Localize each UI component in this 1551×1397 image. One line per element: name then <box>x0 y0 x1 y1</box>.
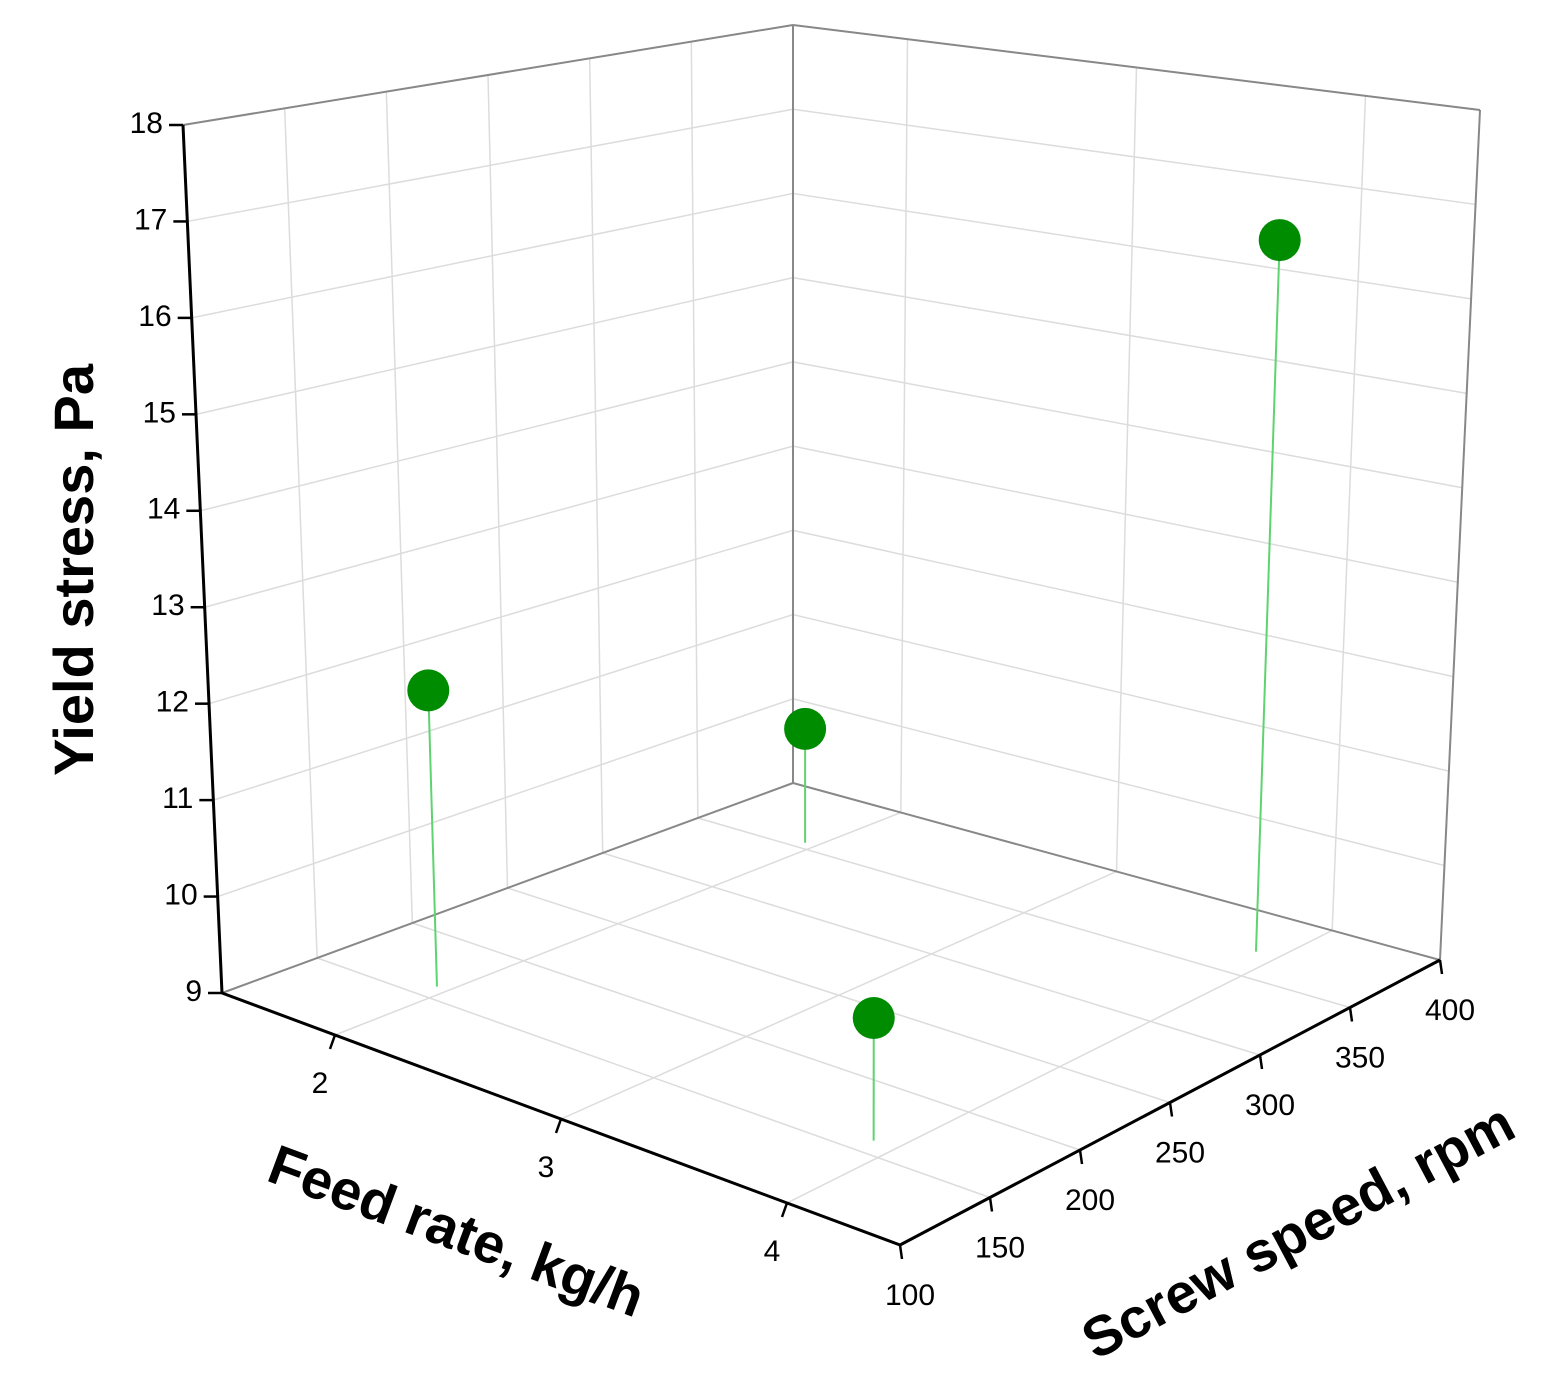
z-tick-label: 11 <box>162 782 193 815</box>
grid-line <box>602 852 1261 1056</box>
y-tick <box>898 1244 904 1260</box>
z-axis-title: Yield stress, Pa <box>42 363 105 776</box>
box-edge <box>792 24 1481 111</box>
grid-line <box>792 698 1445 867</box>
grid-line <box>1331 95 1367 931</box>
point <box>784 707 827 750</box>
z-tick-label: 12 <box>156 686 189 719</box>
grid-line <box>792 192 1472 300</box>
z-tick-label: 10 <box>164 878 197 911</box>
y-tick <box>1348 1007 1354 1022</box>
grid-line <box>792 529 1454 678</box>
x-tick-label: 2 <box>312 1067 329 1100</box>
x-tick <box>328 1034 337 1050</box>
grid-line <box>316 957 991 1199</box>
grid-line <box>283 108 318 959</box>
grid-line <box>217 698 794 898</box>
grid-line <box>792 445 1458 583</box>
y-tick-label: 200 <box>1065 1184 1115 1217</box>
z-tick-label: 9 <box>185 975 202 1008</box>
grid-line <box>900 39 909 813</box>
z-tick-label: 16 <box>138 300 171 333</box>
grid-line <box>200 361 794 512</box>
grid-line <box>208 529 794 705</box>
x-axis-title: Feed rate, kg/h <box>260 1132 652 1329</box>
y-tick <box>988 1197 994 1212</box>
drop-line <box>427 690 438 987</box>
grid-line <box>487 74 509 889</box>
point <box>1258 219 1301 262</box>
grid-line <box>412 922 1081 1151</box>
y-tick-label: 300 <box>1245 1089 1295 1122</box>
grid-line <box>792 276 1467 395</box>
grid-line <box>588 58 604 854</box>
z-tick-label: 13 <box>151 589 184 622</box>
grid-line <box>792 613 1450 772</box>
grid-line <box>792 361 1463 489</box>
y-axis-title: Screw speed, rpm <box>1071 1091 1524 1372</box>
grid-line <box>385 91 414 924</box>
grid-line <box>187 108 794 223</box>
z-tick-label: 15 <box>143 396 176 429</box>
z-axis <box>181 124 224 994</box>
y-tick-label: 400 <box>1425 994 1475 1027</box>
grid-line <box>204 445 794 608</box>
grid-line <box>697 817 1351 1009</box>
drop-line <box>1254 240 1281 952</box>
grid-line <box>213 613 794 801</box>
grid-line <box>195 276 794 416</box>
y-tick-label: 250 <box>1155 1136 1205 1169</box>
grid-line <box>1115 67 1138 872</box>
y-tick <box>1168 1102 1174 1117</box>
y-tick-label: 100 <box>885 1279 935 1312</box>
point <box>852 996 895 1039</box>
x-tick <box>780 1202 789 1218</box>
grid-line <box>690 41 699 819</box>
z-tick-label: 17 <box>134 203 167 236</box>
x-tick-label: 3 <box>538 1151 555 1184</box>
y-tick-label: 350 <box>1335 1041 1385 1074</box>
point <box>407 669 450 712</box>
grid-line <box>191 192 794 319</box>
y-tick <box>1438 959 1444 975</box>
x-tick-label: 4 <box>764 1235 781 1268</box>
grid-line <box>507 887 1171 1104</box>
x-tick <box>554 1118 563 1134</box>
z-tick-label: 18 <box>130 107 163 140</box>
grid-line <box>792 108 1476 206</box>
y-tick-label: 150 <box>975 1231 1025 1264</box>
box-edge <box>792 782 1441 961</box>
box-edge <box>221 782 794 994</box>
box-edge <box>182 24 794 126</box>
box-edge <box>1439 109 1481 961</box>
y-tick <box>1258 1054 1264 1070</box>
z-tick-label: 14 <box>147 493 180 526</box>
y-tick <box>1078 1149 1084 1165</box>
